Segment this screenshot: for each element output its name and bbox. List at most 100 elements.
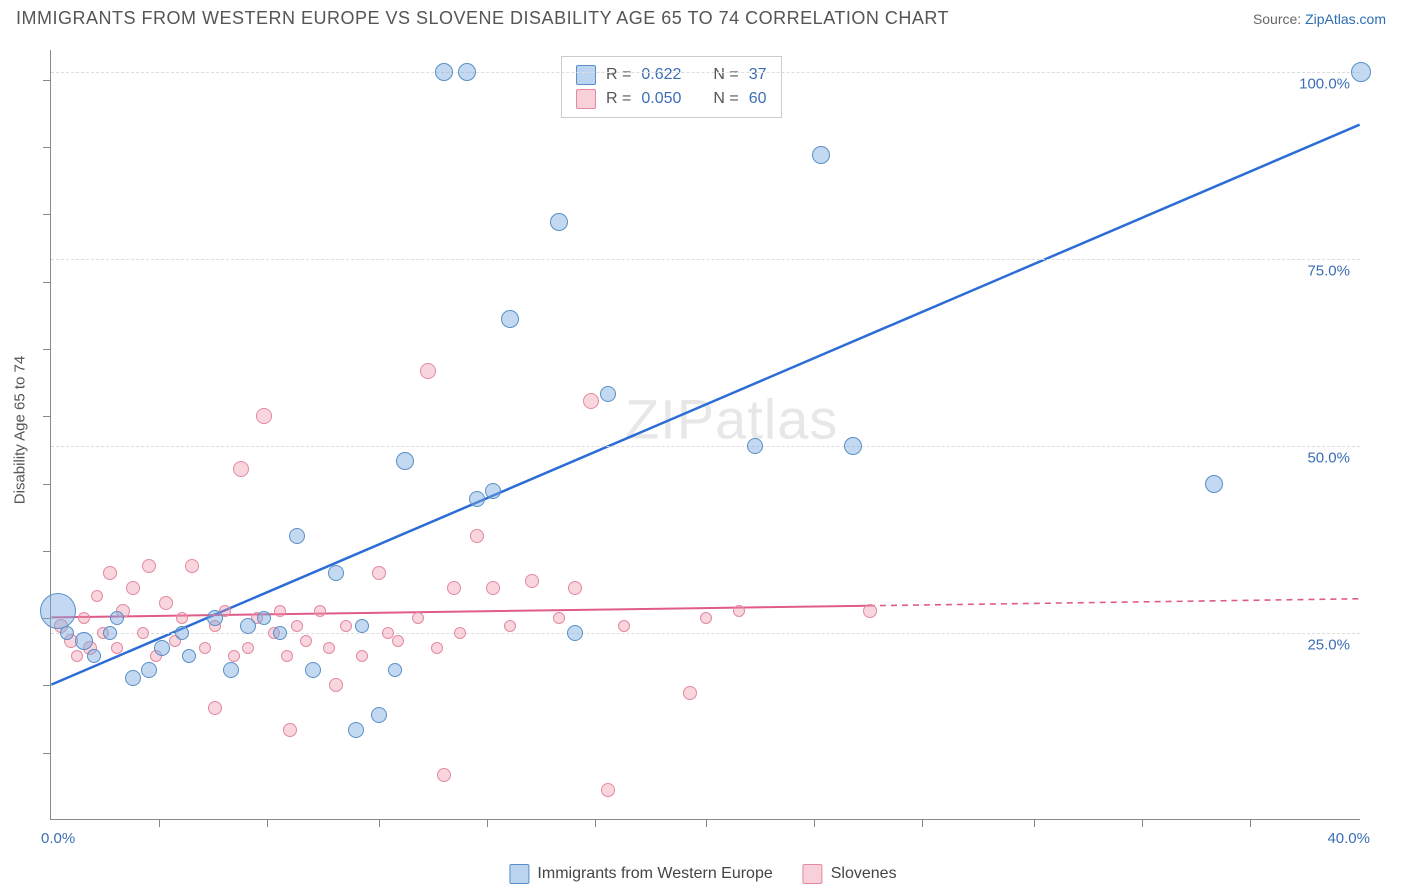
x-tick [922,819,923,827]
data-point [485,483,501,499]
gridline [51,259,1360,260]
data-point [289,528,305,544]
x-tick-max: 40.0% [1327,830,1370,847]
data-point [175,626,189,640]
legend-row: R =0.622N =37 [576,63,767,87]
data-point [747,438,763,454]
data-point [458,63,476,81]
x-tick [379,819,380,827]
y-tick [43,147,51,148]
correlation-legend: R =0.622N =37R =0.050N =60 [561,56,782,118]
data-point [291,620,303,632]
data-point [207,610,223,626]
data-point [154,640,170,656]
legend-r-value: 0.622 [641,66,681,84]
data-point [314,605,326,617]
legend-r-label: R = [606,90,631,108]
data-point [601,783,615,797]
data-point [300,635,312,647]
legend-swatch [576,89,596,109]
data-point [470,529,484,543]
data-point [103,626,117,640]
x-tick [595,819,596,827]
y-tick [43,551,51,552]
data-point [447,581,461,595]
y-tick-label: 75.0% [1307,263,1350,280]
legend-r-label: R = [606,66,631,84]
data-point [103,566,117,580]
data-point [60,626,74,640]
data-point [78,612,90,624]
data-point [501,310,519,328]
legend-item: Immigrants from Western Europe [509,864,772,884]
data-point [242,642,254,654]
data-point [257,611,271,625]
legend-r-value: 0.050 [641,90,681,108]
data-point [372,566,386,580]
y-tick [43,282,51,283]
data-point [137,627,149,639]
regression-line-extrapolated [869,599,1360,606]
data-point [142,559,156,573]
data-point [110,611,124,625]
data-point [75,632,93,650]
data-point [420,363,436,379]
data-point [283,723,297,737]
data-point [525,574,539,588]
legend-label: Slovenes [831,865,897,883]
data-point [567,625,583,641]
scatter-plot: ZIPatlas R =0.622N =37R =0.050N =60 0.0%… [50,50,1360,820]
data-point [1205,475,1223,493]
data-point [91,590,103,602]
data-point [435,63,453,81]
data-point [812,146,830,164]
data-point [568,581,582,595]
source-attribution: Source: ZipAtlas.com [1253,11,1386,27]
data-point [340,620,352,632]
data-point [40,593,76,629]
data-point [328,565,344,581]
y-tick-label: 50.0% [1307,450,1350,467]
y-tick [43,685,51,686]
data-point [486,581,500,595]
data-point [431,642,443,654]
data-point [392,635,404,647]
regression-line [51,125,1359,685]
data-point [182,649,196,663]
data-point [126,581,140,595]
legend-n-value: 37 [749,66,767,84]
title-bar: IMMIGRANTS FROM WESTERN EUROPE VS SLOVEN… [0,0,1406,37]
legend-row: R =0.050N =60 [576,87,767,111]
legend-label: Immigrants from Western Europe [537,865,772,883]
y-tick-label: 100.0% [1299,76,1350,93]
data-point [863,604,877,618]
data-point [274,605,286,617]
x-tick [1142,819,1143,827]
data-point [437,768,451,782]
source-link[interactable]: ZipAtlas.com [1305,11,1386,27]
data-point [504,620,516,632]
x-tick-min: 0.0% [41,830,75,847]
chart-title: IMMIGRANTS FROM WESTERN EUROPE VS SLOVEN… [16,8,949,29]
data-point [683,686,697,700]
watermark: ZIPatlas [625,387,838,452]
y-tick [43,484,51,485]
data-point [600,386,616,402]
y-axis-label: Disability Age 65 to 74 [12,356,29,504]
data-point [199,642,211,654]
data-point [1351,62,1371,82]
source-label: Source: [1253,11,1305,27]
data-point [454,627,466,639]
data-point [125,670,141,686]
data-point [159,596,173,610]
gridline [51,446,1360,447]
data-point [356,650,368,662]
data-point [185,559,199,573]
x-tick [487,819,488,827]
data-point [305,662,321,678]
data-point [348,722,364,738]
data-point [469,491,485,507]
data-point [208,701,222,715]
data-point [273,626,287,640]
legend-swatch [576,65,596,85]
